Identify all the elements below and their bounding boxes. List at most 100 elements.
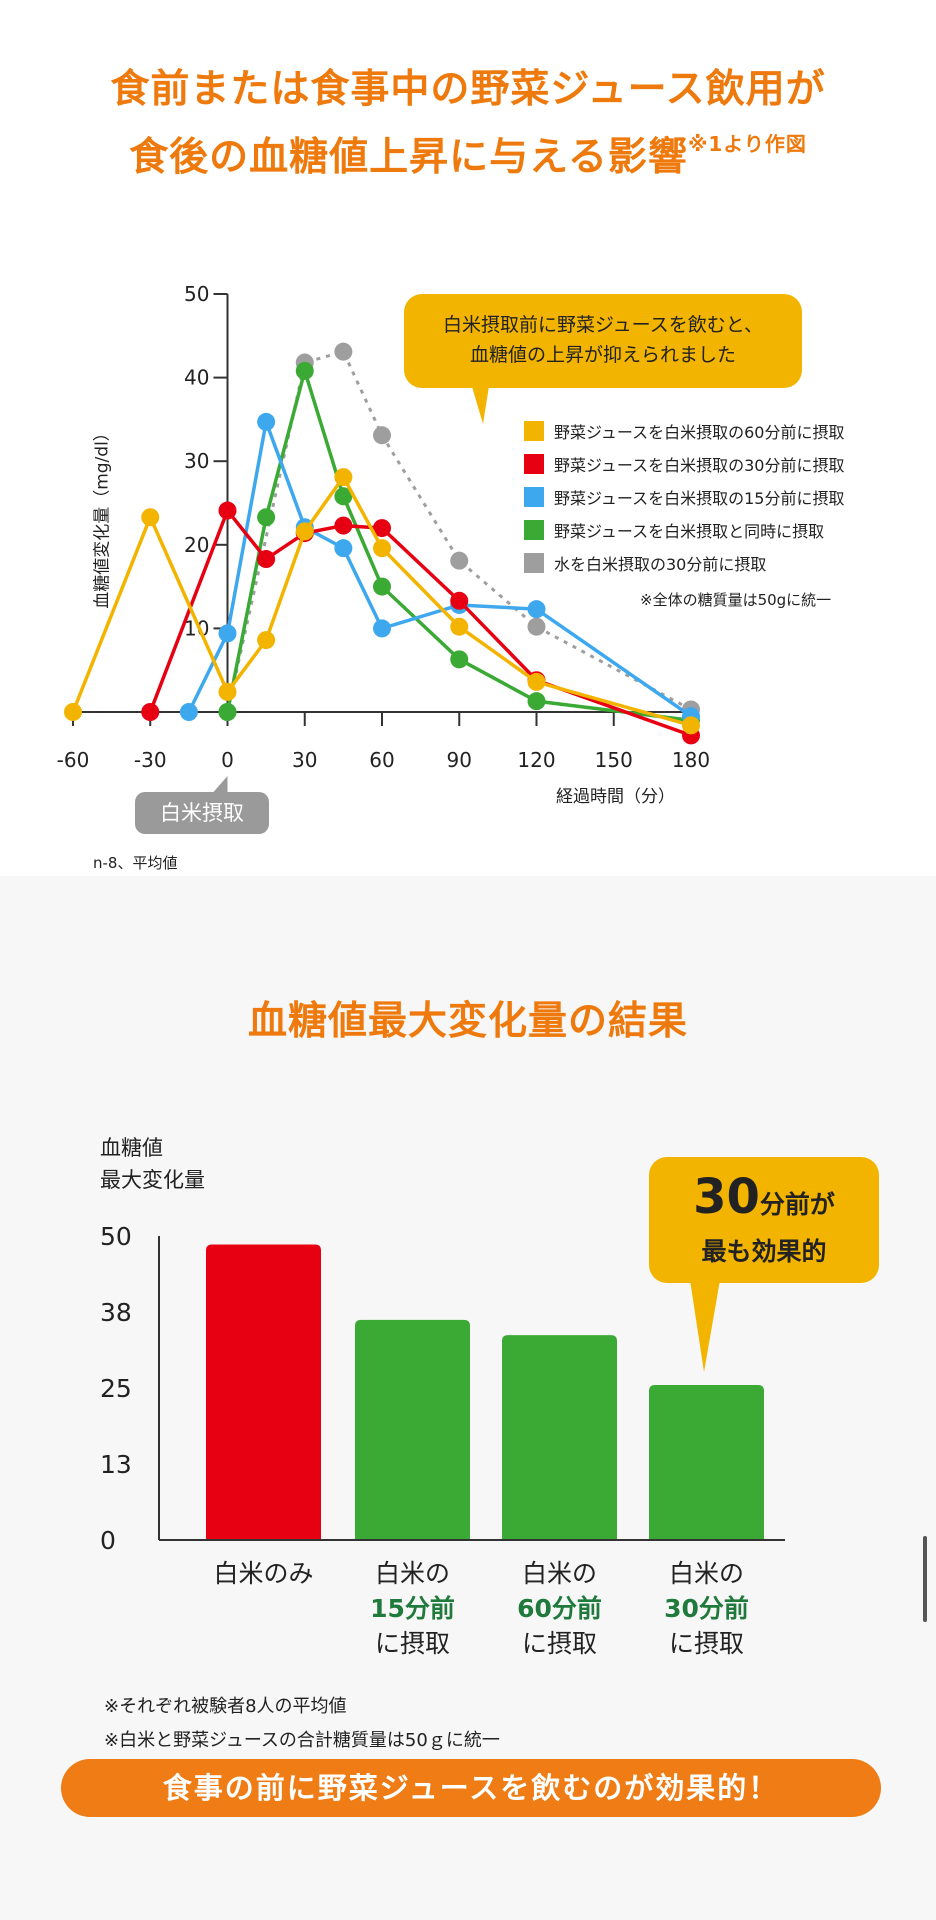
category-line1: 白米の [374,1559,450,1588]
data-point-0 [64,703,82,721]
line-chart-callout: 白米摂取前に野菜ジュースを飲むと、 血糖値の上昇が抑えられました [404,294,802,388]
x-tick-label: 60 [369,748,394,772]
data-point-2 [218,624,237,643]
legend-item: 水を白米摂取の30分前に摂取 [524,546,844,579]
bar-y-label: 血糖値 最大変化量 [100,1132,205,1196]
bar-note-1: ※それぞれ被験者8人の平均値 [104,1696,347,1717]
bar-2 [502,1335,617,1540]
legend: 野菜ジュースを白米摂取の60分前に摂取野菜ジュースを白米摂取の30分前に摂取 野菜… [524,414,844,579]
y-tick-label: 30 [184,449,209,473]
callout-big-number: 30 [693,1169,760,1225]
data-point-2 [527,600,546,619]
y-tick-label: 50 [184,282,209,306]
callout-line2: 最も効果的 [701,1237,827,1266]
data-point-1 [218,501,237,520]
bar-1 [355,1319,470,1540]
legend-item: 野菜ジュースを白米摂取の15分前に摂取 [524,480,844,513]
category-label: 白米の 60分前に摂取 [485,1556,635,1661]
data-point-3 [334,487,353,506]
data-point-3 [257,508,276,527]
data-point-3 [373,577,391,596]
legend-swatch [524,486,544,507]
line-chart-section [0,0,936,876]
data-point-3 [450,650,469,669]
data-point-0 [527,672,546,691]
bar-notes: ※それぞれ被験者8人の平均値 ※白米と野菜ジュースの合計糖質量は50ｇに統一 [104,1690,500,1758]
main-title-line2: 食後の血糖値上昇に与える影響※1より作図 [0,126,936,182]
data-point-0 [334,468,353,487]
data-point-1 [334,516,353,535]
bar-note-2: ※白米と野菜ジュースの合計糖質量は50ｇに統一 [104,1730,500,1751]
data-point-0 [141,508,160,527]
data-point-0 [295,522,314,541]
data-point-0 [257,631,276,650]
category-line1: 白米のみ [213,1559,314,1588]
data-point-3 [218,703,237,721]
legend-item: 野菜ジュースを白米摂取の60分前に摂取 [524,414,844,447]
y-tick-label: 20 [184,533,209,557]
data-point-3 [527,692,546,711]
scrollbar[interactable] [923,1536,927,1622]
data-point-3 [295,361,314,380]
data-point-2 [179,703,198,721]
legend-swatch [524,519,544,540]
category-line1: 白米の [521,1559,597,1588]
data-point-0 [218,682,237,701]
bar-y-tick-label: 0 [100,1526,116,1555]
legend-swatch [524,552,544,573]
x-tick-label: 150 [595,748,633,772]
category-line2: 60分前 [517,1594,602,1623]
category-line2: 30分前 [664,1594,749,1623]
callout-rest: 分前が [759,1190,835,1219]
data-point-4 [527,617,546,636]
rice-intake-marker: 白米摂取 [135,792,269,834]
legend-label: 野菜ジュースを白米摂取の30分前に摂取 [554,455,845,475]
x-tick-label: 120 [517,748,555,772]
main-title-line1: 食前または食事中の野菜ジュース飲用が [110,67,826,112]
legend-label: 野菜ジュースを白米摂取と同時に摂取 [554,521,825,541]
legend-label: 水を白米摂取の30分前に摂取 [554,554,767,574]
x-tick-label: -30 [134,748,167,772]
data-point-4 [450,551,469,570]
bar-chart-title: 血糖値最大変化量の結果 [247,999,688,1044]
bar-chart-callout: 30分前が 最も効果的 [649,1157,879,1283]
x-tick-label: 90 [447,748,472,772]
callout-line2: 血糖値の上昇が抑えられました [469,344,736,366]
category-label: 白米の 15分前 に摂取 [338,1556,488,1661]
callout-line1: 白米摂取前に野菜ジュースを飲むと、 [443,314,763,336]
data-point-1 [450,591,469,610]
bar-y-tick-label: 13 [100,1450,132,1479]
bar-callout-tail [690,1280,720,1372]
legend-label: 野菜ジュースを白米摂取の15分前に摂取 [554,488,845,508]
category-label: 白米のみ [189,1556,339,1591]
series-line-0 [71,473,692,728]
data-point-2 [257,412,276,431]
x-tick-label: 30 [292,748,317,772]
sugar-note: ※全体の糖質量は50gに統一 [640,591,832,609]
bar-3 [649,1384,764,1540]
category-line3: に摂取 [521,1629,597,1658]
data-point-1 [257,550,276,569]
data-point-1 [373,519,391,538]
callout-tail [470,380,490,424]
rice-intake-label: 白米摂取 [160,801,244,825]
main-title-line2-text: 食後の血糖値上昇に与える影響 [129,135,688,180]
category-line1: 白米の [668,1559,744,1588]
data-point-1 [141,703,160,721]
sample-note: n-8、平均値 [93,854,178,872]
series-line-3 [225,364,692,723]
bar-y-label-line1: 血糖値 [100,1136,163,1160]
legend-swatch [524,453,544,474]
data-point-0 [682,716,700,735]
data-point-0 [373,539,391,558]
x-tick-label: 0 [221,748,234,772]
category-line3: に摂取 [668,1629,744,1658]
category-line2: 15分前 [370,1594,455,1623]
bar-y-tick-label: 38 [100,1298,132,1327]
y-tick-label: 40 [184,366,209,390]
source-note: ※1より作図 [687,132,807,156]
x-axis-label: 経過時間（分） [556,787,675,807]
legend-item: 野菜ジュースを白米摂取の30分前に摂取 [524,447,844,480]
